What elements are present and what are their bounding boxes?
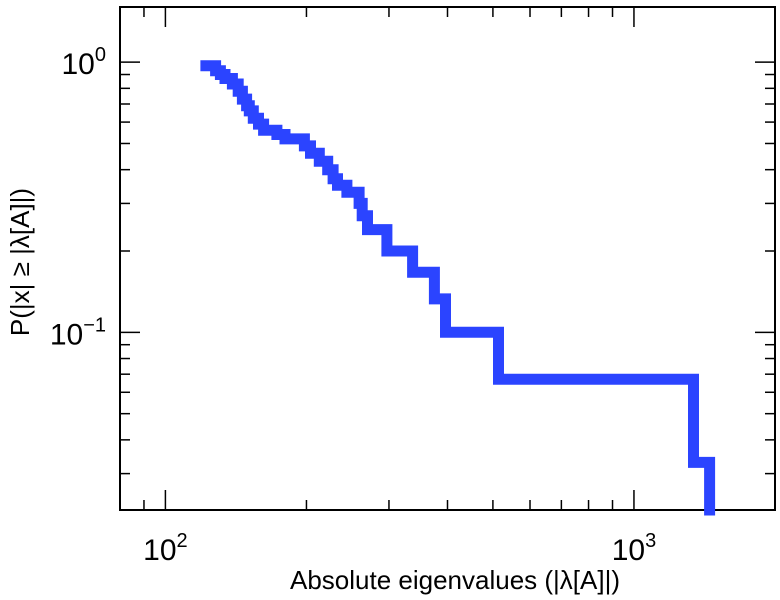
x-tick-label: 103 — [612, 530, 657, 567]
x-tick-label: 102 — [143, 530, 188, 567]
y-tick-label: 10−1 — [50, 314, 106, 351]
axis-ticks — [119, 7, 776, 510]
x-axis-label: Absolute eigenvalues (|λ[A]|) — [290, 565, 620, 595]
plot-frame — [119, 6, 776, 511]
tick-labels: 102 103 100 10−1 — [50, 44, 656, 567]
y-axis-label: P(|x| ≥ |λ[A]|) — [5, 188, 35, 336]
y-tick-label: 100 — [62, 44, 107, 81]
ccdf-step-line — [200, 60, 716, 516]
